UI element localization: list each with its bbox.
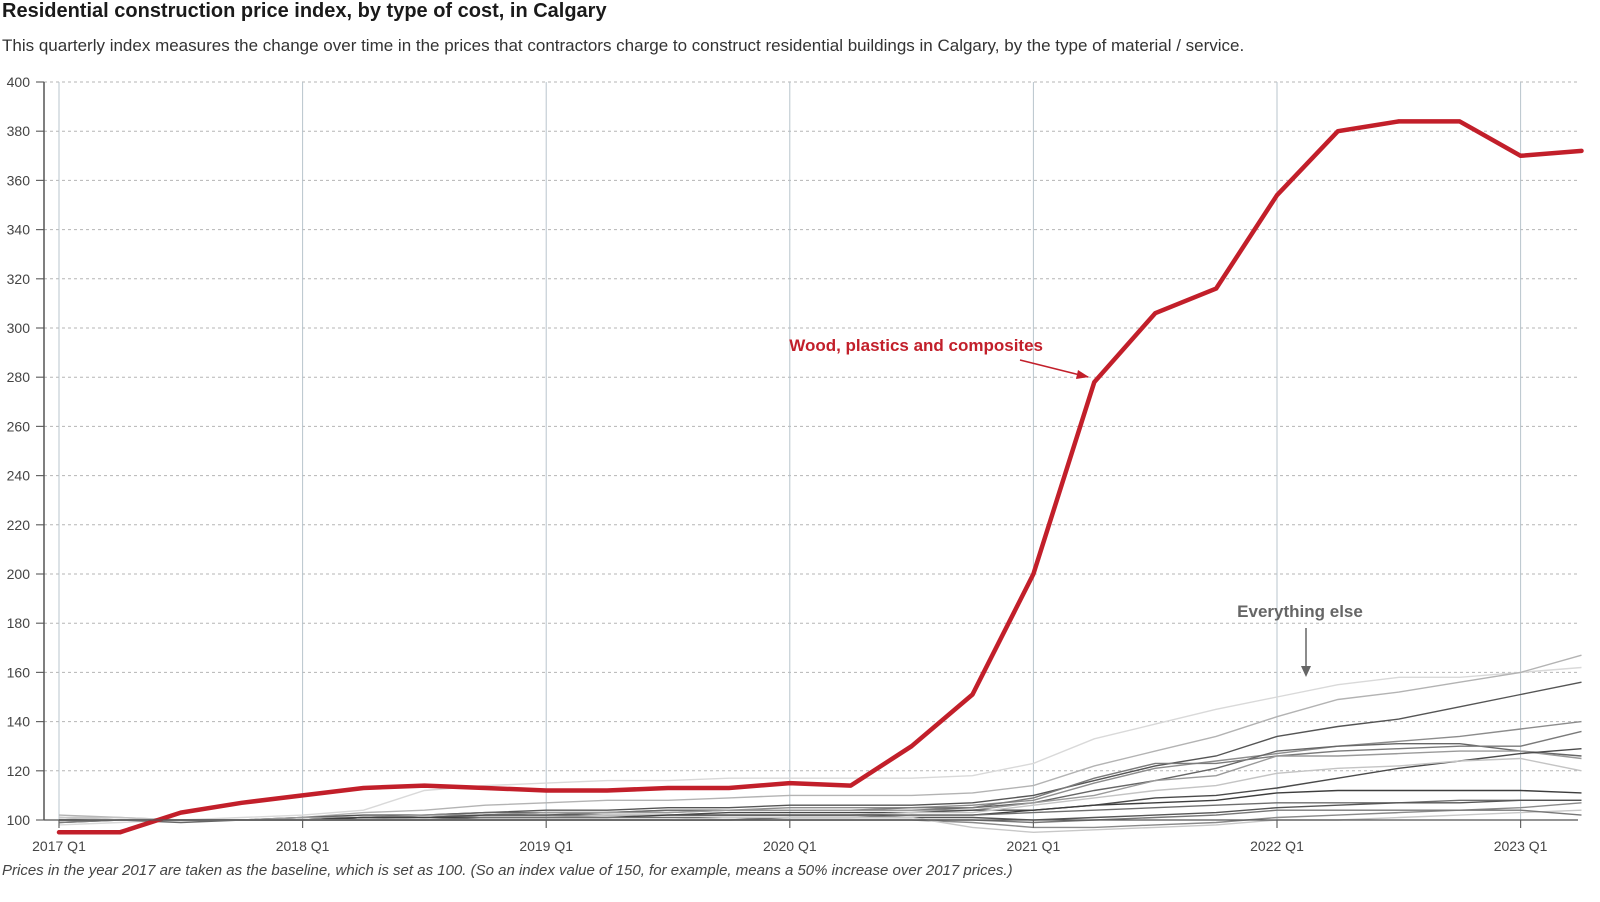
other-series-line: [58, 681, 1582, 824]
y-tick-label: 240: [7, 468, 31, 484]
other-series-layer: [58, 654, 1582, 834]
y-tick-label: 300: [7, 320, 31, 336]
y-tick-label: 180: [7, 615, 31, 631]
highlight-series-layer: [56, 119, 1584, 835]
x-tick-label: 2019 Q1: [519, 838, 573, 854]
y-tick-label: 120: [7, 763, 31, 779]
y-tick-label: 140: [7, 714, 31, 730]
x-tick-label: 2020 Q1: [763, 838, 817, 854]
highlight-series-line: [56, 119, 1584, 835]
y-tick-label: 320: [7, 271, 31, 287]
highlight-series-annotation: Wood, plastics and composites: [789, 336, 1043, 355]
y-tick-label: 400: [7, 74, 31, 90]
y-tick-label: 340: [7, 222, 31, 238]
y-tick-label: 280: [7, 369, 31, 385]
y-tick-label: 360: [7, 172, 31, 188]
y-tick-label: 380: [7, 123, 31, 139]
x-tick-label: 2017 Q1: [32, 838, 86, 854]
highlight-annotation-arrowhead: [1076, 370, 1089, 379]
y-tick-label: 200: [7, 566, 31, 582]
highlight-annotation-arrow: [1019, 359, 1089, 378]
other-series-line: [59, 750, 1582, 821]
chart-title: Residential construction price index, by…: [2, 0, 607, 22]
grid-layer: [44, 81, 1578, 821]
other-annotation-arrowhead: [1301, 666, 1311, 677]
other-series-line: [58, 809, 1582, 834]
annotation-layer: Wood, plastics and composites Everything…: [789, 336, 1363, 677]
x-tick-label: 2023 Q1: [1494, 838, 1548, 854]
x-tick-label: 2018 Q1: [276, 838, 330, 854]
x-tick-label: 2022 Q1: [1250, 838, 1304, 854]
axis-layer: 100 120 140 160 180 200 220 240 260 280 300 320 340 3…: [7, 74, 1578, 854]
y-tick-label: 100: [7, 812, 31, 828]
other-series-annotation: Everything else: [1237, 602, 1363, 621]
baseline-footnote: Prices in the year 2017 are taken as the…: [2, 862, 1013, 879]
chart-subtitle: This quarterly index measures the change…: [2, 36, 1245, 55]
y-tick-label: 160: [7, 664, 31, 680]
other-series-line: [58, 666, 1582, 826]
y-tick-label: 260: [7, 418, 31, 434]
x-tick-label: 2021 Q1: [1007, 838, 1061, 854]
y-tick-label: 220: [7, 517, 31, 533]
